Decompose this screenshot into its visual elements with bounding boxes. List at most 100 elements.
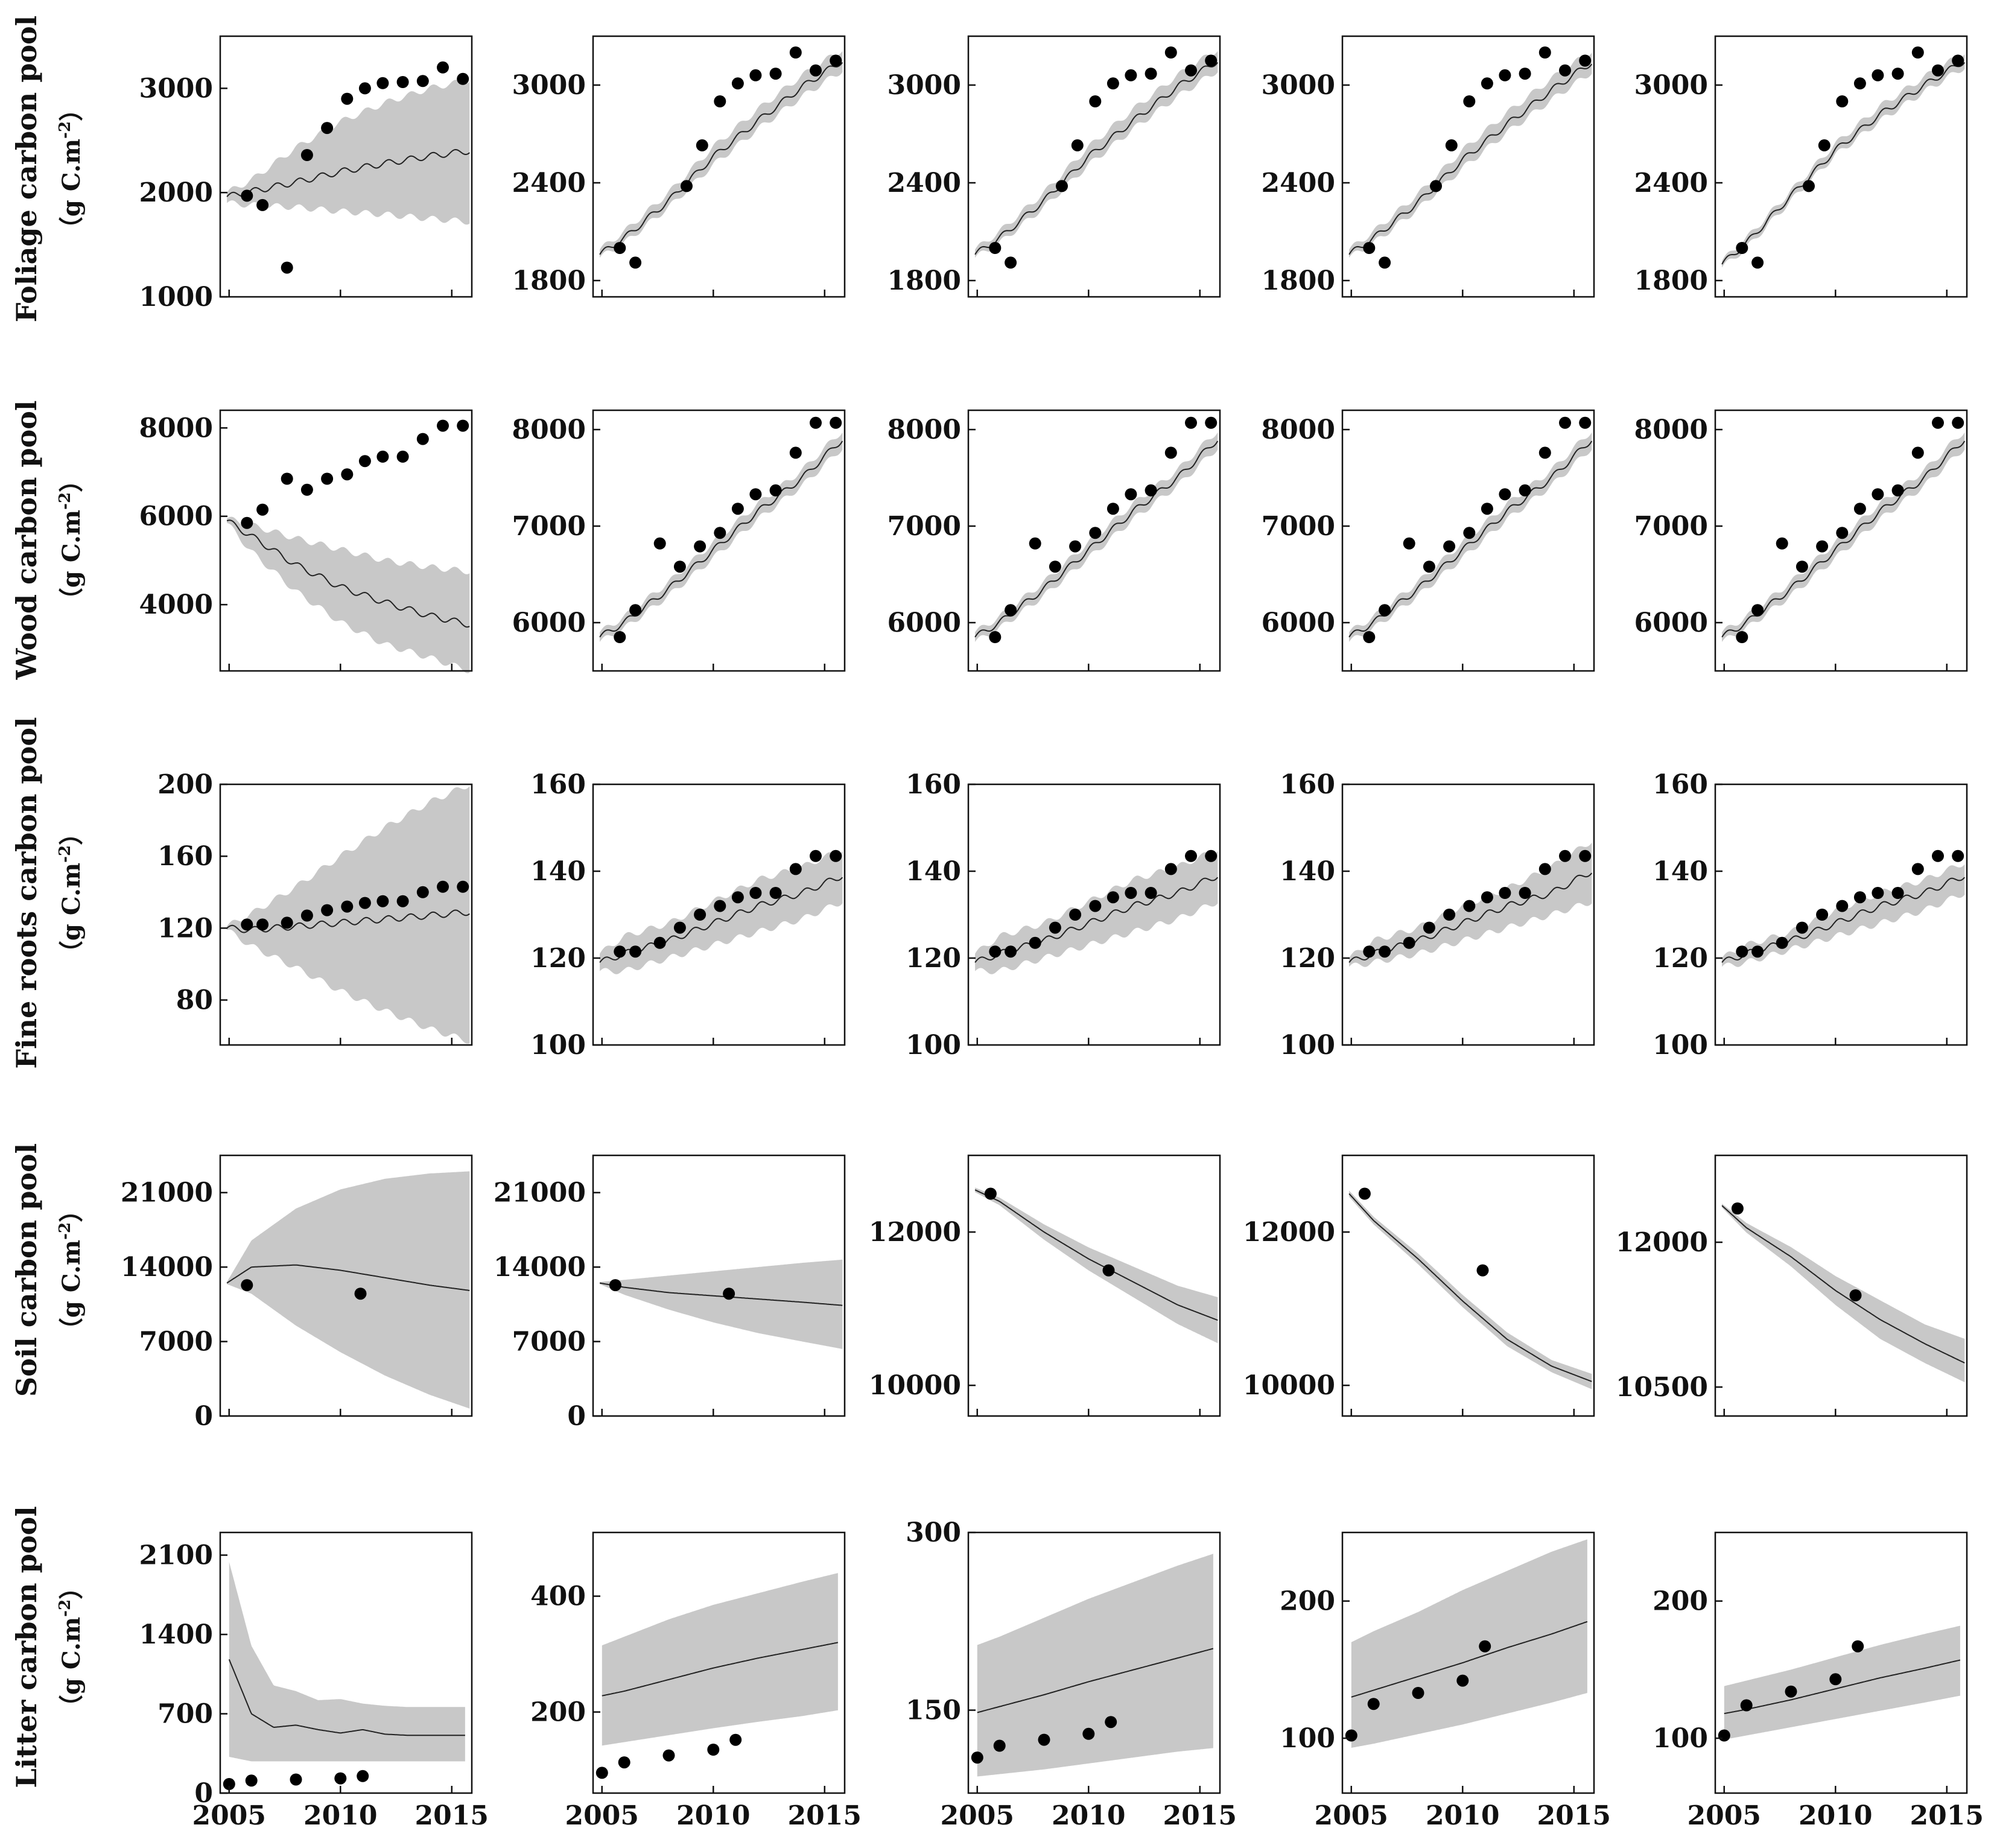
y-tick-label: 3000 — [887, 70, 961, 101]
uncertainty-band — [600, 1259, 843, 1349]
y-tick-label: 2400 — [1634, 168, 1708, 198]
y-tick-label: 2400 — [887, 168, 961, 198]
observed-point — [1089, 900, 1102, 912]
observed-point — [789, 863, 802, 875]
observed-point — [769, 484, 782, 497]
y-tick-label: 14000 — [121, 1252, 213, 1283]
model-line — [226, 1264, 470, 1291]
observed-point — [1796, 560, 1808, 573]
panel-r0-c2: 1800 2400 3000 — [887, 35, 1221, 298]
observed-point — [830, 54, 842, 67]
y-tick-label: 100 — [906, 1030, 961, 1061]
observed-point — [1816, 909, 1829, 921]
observed-point — [245, 1774, 258, 1787]
observed-point — [810, 849, 822, 862]
observed-point — [1952, 54, 1964, 67]
observed-point — [1872, 887, 1884, 899]
y-tick-label: 1000 — [139, 282, 213, 313]
observed-point — [653, 936, 666, 949]
y-tick-label: 6000 — [512, 608, 586, 638]
observed-point — [396, 450, 409, 463]
observed-point — [1932, 849, 1944, 862]
x-tick-label: 2010 — [1799, 1800, 1872, 1831]
observed-point — [300, 149, 313, 161]
observed-point — [1403, 936, 1415, 949]
observed-point — [662, 1749, 675, 1762]
row-label-soil: Soil carbon pool — [10, 1143, 43, 1397]
observed-point — [300, 909, 313, 922]
model-line — [1724, 1659, 1961, 1715]
uncertainty-band — [227, 516, 470, 673]
observed-point — [1836, 95, 1849, 107]
observed-point — [1185, 849, 1197, 862]
y-tick-label: 4000 — [139, 589, 213, 620]
observed-point — [1785, 1685, 1797, 1698]
x-tick-label: 2015 — [1537, 1800, 1611, 1831]
observed-point — [1519, 887, 1531, 899]
observed-point — [723, 1288, 735, 1300]
panel-r2-c0: 80 120 160 200 — [157, 769, 473, 1046]
uncertainty-band — [1722, 1204, 1965, 1382]
y-tick-label: 8000 — [512, 414, 586, 445]
observed-point — [1559, 849, 1571, 862]
observed-point — [989, 631, 1002, 643]
observed-point — [1412, 1687, 1424, 1699]
uncertainty-band — [227, 1171, 470, 1409]
observed-point — [1069, 909, 1082, 921]
x-tick-label: 2010 — [1052, 1800, 1125, 1831]
observed-point — [1952, 416, 1964, 429]
y-tick-label: 2400 — [1262, 168, 1335, 198]
y-tick-label: 160 — [1653, 769, 1708, 800]
observed-point — [1481, 503, 1493, 515]
x-tick-label: 2015 — [415, 1800, 489, 1831]
observed-point — [1736, 242, 1748, 254]
observed-point — [1145, 68, 1157, 80]
x-tick-label: 2015 — [1163, 1800, 1237, 1831]
observed-point — [1849, 1289, 1862, 1301]
plot-frame — [1341, 35, 1595, 298]
observed-point — [1538, 863, 1551, 875]
observed-point — [694, 540, 706, 553]
y-tick-label: 21000 — [121, 1178, 213, 1208]
observed-point — [1005, 945, 1017, 958]
observed-point — [595, 1767, 608, 1779]
observed-point — [1776, 936, 1788, 949]
unit-label-fine-roots: （g C.m-2） — [56, 821, 86, 965]
y-tick-label: 160 — [530, 769, 586, 800]
observed-point — [614, 631, 626, 643]
observed-point — [1816, 540, 1829, 553]
observed-point — [1911, 46, 1924, 59]
observed-point — [1538, 46, 1551, 59]
model-line — [226, 148, 470, 197]
observed-point — [1463, 95, 1476, 107]
observed-point — [1430, 180, 1442, 192]
observed-point — [358, 455, 371, 468]
observed-point — [989, 242, 1002, 254]
panel-r1-c4: 6000 7000 8000 — [1634, 409, 1968, 672]
panel-r0-c3: 1800 2400 3000 — [1262, 35, 1595, 298]
observed-point — [334, 1772, 347, 1785]
observed-point — [731, 503, 744, 515]
observed-point — [396, 895, 409, 907]
plot-frame — [1714, 1154, 1968, 1417]
y-tick-label: 1800 — [1634, 265, 1708, 296]
observed-point — [1145, 484, 1157, 497]
panel-r3-c2: 10000 12000 — [869, 1154, 1221, 1417]
plot-frame — [1714, 783, 1968, 1046]
model-line — [1348, 63, 1593, 255]
observed-point — [629, 256, 642, 269]
observed-point — [789, 446, 802, 459]
observed-point — [341, 468, 354, 481]
x-tick-label: 2010 — [676, 1800, 750, 1831]
observed-point — [1736, 631, 1748, 643]
plot-frame — [1341, 1531, 1595, 1794]
y-tick-label: 160 — [906, 769, 961, 800]
panel-r4-c3: 100 200 2005 2010 2015 — [1280, 1531, 1611, 1831]
y-tick-label: 10500 — [1616, 1372, 1708, 1403]
y-tick-label: 7000 — [887, 511, 961, 542]
observed-point — [1932, 416, 1944, 429]
plot-frame — [1341, 409, 1595, 672]
observed-point — [358, 897, 371, 909]
observed-point — [1029, 936, 1041, 949]
